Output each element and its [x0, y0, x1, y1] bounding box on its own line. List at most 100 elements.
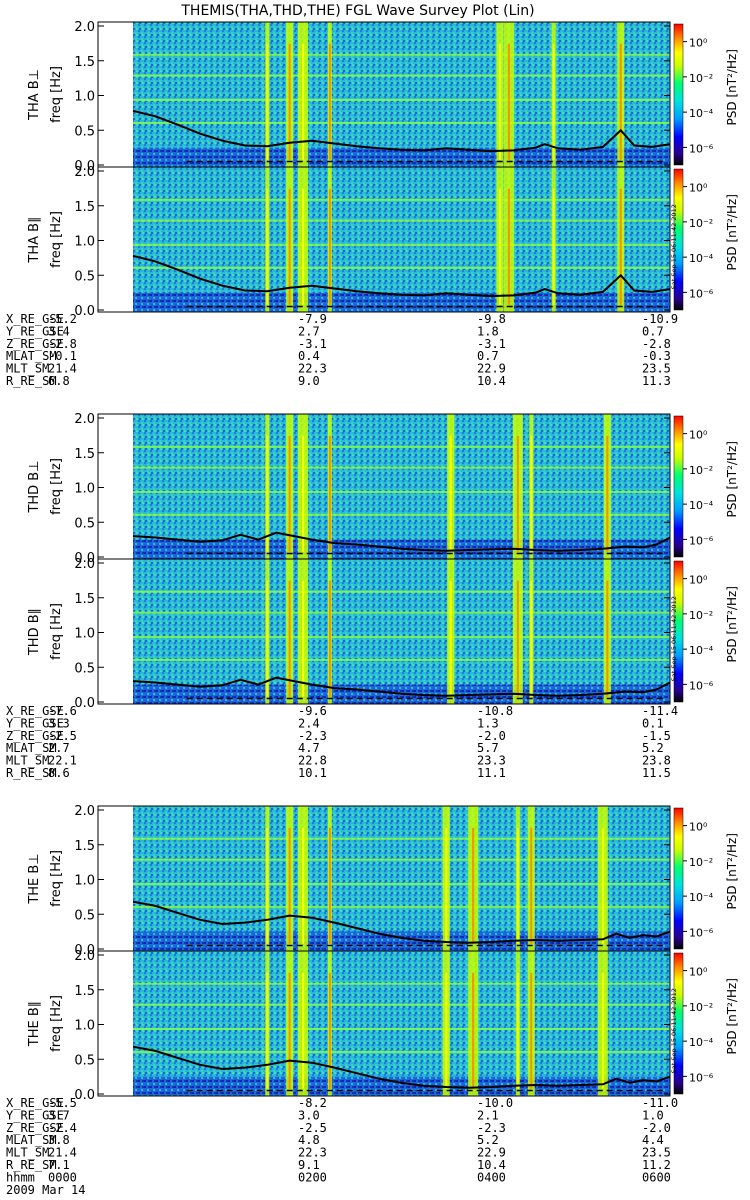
y-tick-label: 0.0 [74, 1088, 95, 1103]
harmonic-line [133, 1027, 670, 1030]
burst-core [516, 972, 519, 1089]
ephemeris-value: -9.8 [477, 312, 506, 326]
ephemeris-value: -10.0 [477, 1096, 513, 1110]
colorbar-label: PSD [nT²/Hz] [725, 49, 739, 125]
ephemeris-value: 3.0 [298, 1108, 320, 1122]
colorbar-tick-label: 10⁻⁴ [689, 891, 714, 904]
ephemeris-value: 23.8 [642, 754, 671, 768]
burst-core [302, 43, 305, 160]
ephemeris-value: -11.0 [642, 1096, 678, 1110]
panel-label: THE B∥ [27, 1001, 42, 1047]
colorbar-tick-label: 10⁻⁴ [689, 644, 714, 657]
ephemeris-value: 0.4 [298, 349, 320, 363]
harmonic-line [133, 53, 670, 56]
ephemeris-value: 2.7 [48, 741, 70, 755]
harmonic-line [133, 445, 670, 448]
ephemeris-value: -5.2 [48, 312, 77, 326]
colorbar-tick-label: 10⁰ [689, 966, 708, 979]
burst-core [288, 972, 291, 1089]
y-tick-label: 2.0 [74, 20, 95, 35]
ephemeris-value: 22.8 [298, 754, 327, 768]
ephemeris-value: 4.7 [298, 741, 320, 755]
ephemeris-value: -10.8 [477, 704, 513, 718]
burst-core [472, 827, 475, 944]
ephemeris-value: 22.9 [477, 1146, 506, 1160]
colorbar-tick-label: 10⁻² [689, 609, 713, 622]
ephemeris-value: 9.0 [298, 374, 320, 388]
ephemeris-value: -2.5 [298, 1121, 327, 1135]
burst-core [516, 827, 519, 944]
ephemeris-row-label: Z_RE_GSE [6, 337, 64, 351]
y-tick-label: 0.0 [74, 696, 95, 711]
colorbar-label: PSD [nT²/Hz] [725, 833, 739, 909]
harmonic-line [133, 905, 670, 908]
ephemeris-value: -0.1 [48, 349, 77, 363]
ephemeris-value: -2.8 [642, 337, 671, 351]
burst-core [498, 188, 501, 305]
spectrogram-panel-the-1: 0.0 0.5 1.0 1.5 2.0 THE B∥ freq [Hz] 10⁰ 10⁻² 10⁻… [27, 949, 739, 1103]
figure-title: THEMIS(THA,THD,THE) FGL Wave Survey Plot… [180, 3, 534, 19]
ephemeris-value: 9.1 [298, 1158, 320, 1172]
burst-core [288, 188, 291, 305]
harmonic-line [133, 982, 670, 985]
colorbar-tick-label: 10⁻⁶ [689, 142, 714, 155]
ephemeris-value: 11.2 [642, 1158, 671, 1172]
ephemeris-value: 3.7 [48, 1108, 70, 1122]
ephemeris-row-label: R_RE_SM [6, 766, 57, 780]
cutoff-frequency-line [132, 676, 671, 697]
harmonic-line [133, 858, 670, 861]
ephemeris-row-label: R_RE_SM [6, 1158, 57, 1172]
ephemeris-row-label: X_RE_GSE [6, 1096, 64, 1110]
group-thd: 0.0 0.5 1.0 1.5 2.0 THD B⊥ freq [Hz] 10⁰ 10⁻² 10⁻… [6, 412, 739, 780]
cutoff-frequency-line [132, 109, 671, 153]
y-tick-label: 2.0 [74, 804, 95, 819]
panel-label: THD B∥ [27, 608, 42, 656]
colorbar-label: PSD [nT²/Hz] [725, 978, 739, 1054]
ephemeris-value: 1.3 [477, 716, 499, 730]
y-tick-label: 1.0 [74, 482, 95, 497]
ephemeris-value: 3.3 [48, 716, 70, 730]
ephemeris-row-label: Y_RE_GSE [6, 716, 64, 730]
burst-core [445, 827, 448, 944]
burst-core [601, 827, 604, 944]
ephemeris-value: 4.4 [642, 1133, 664, 1147]
ephemeris-value: 0.1 [642, 716, 664, 730]
burst-core [516, 435, 519, 552]
colorbar-tick-label: 10⁰ [689, 429, 708, 442]
colorbar [673, 560, 684, 703]
y-tick-label: 2.0 [74, 412, 95, 427]
harmonic-line [133, 98, 670, 101]
ephemeris-value: -0.3 [642, 349, 671, 363]
harmonic-line [133, 1003, 670, 1006]
harmonic-line [133, 466, 670, 469]
spectrogram-field [133, 22, 670, 167]
ephemeris-value: 0600 [642, 1170, 671, 1184]
cutoff-frequency-line [132, 900, 671, 944]
colorbar-tick-label: 10⁻⁶ [689, 679, 714, 692]
ephemeris-value: -5.5 [48, 1096, 77, 1110]
ephemeris-row-label: hhmm [6, 1170, 35, 1184]
ephemeris-value: 10.4 [477, 374, 506, 388]
burst-core [328, 827, 331, 944]
harmonic-line [133, 635, 670, 638]
ephemeris-value: 23.5 [642, 1146, 671, 1160]
spectrogram-field [133, 559, 670, 704]
ephemeris-value: 23.3 [477, 754, 506, 768]
burst-core [472, 972, 475, 1089]
colorbar-tick-label: 10⁻² [689, 464, 713, 477]
ephemeris-row-label: R_RE_SM [6, 374, 57, 388]
burst-core [288, 580, 291, 697]
panel-label: THE B⊥ [27, 853, 42, 904]
ephemeris-value: -2.5 [48, 729, 77, 743]
panel-frame [97, 166, 671, 313]
ephemeris-value: -2.3 [298, 729, 327, 743]
panel-label: THA B∥ [27, 216, 42, 263]
cutoff-frequency-line [132, 531, 671, 552]
burst-core [498, 43, 501, 160]
harmonic-line [133, 219, 670, 222]
ephemeris-row-label: MLT_SM [6, 1146, 49, 1160]
burst-core [302, 972, 305, 1089]
y-tick-label: 1.5 [74, 55, 95, 70]
burst-core [302, 827, 305, 944]
spectrogram-panel-thd-1: 0.0 0.5 1.0 1.5 2.0 THD B∥ freq [Hz] 10⁰ 10⁻² 10⁻… [27, 557, 739, 711]
